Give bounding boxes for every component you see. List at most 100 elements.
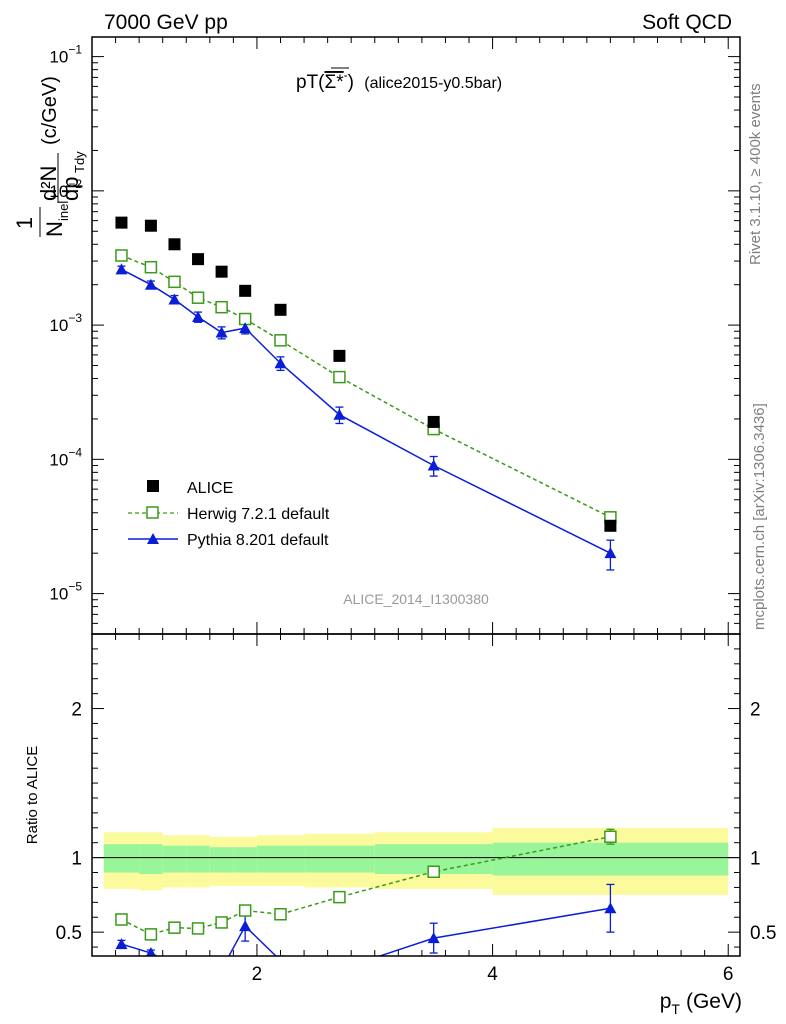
legend-marker-herwig [146,506,159,519]
ylabel-one: 1 [12,217,37,229]
pythia-point-main-9 [604,547,617,559]
herwig-point-ratio-4 [215,916,228,929]
ylabel-inel: inel [56,201,71,221]
ylabel-dn: d²N [36,166,61,201]
alice-point-0 [115,216,128,229]
axis-ticks [91,37,740,956]
plot-title: pT(Σ*-) (alice2015-y0.5bar) [296,68,502,93]
ratio-panel-frame [91,633,741,957]
band-inner-6 [256,845,305,873]
ylabel-n: N [42,221,67,237]
pythia-point-ratio-3 [192,963,204,974]
herwig-point-ratio-8 [427,865,440,879]
band-inner-5 [233,847,257,873]
pythia-point-main-6 [274,357,287,369]
pythia-point-ratio-5 [239,920,252,932]
pythia-point-ratio-0 [115,938,128,950]
herwig-point-ratio-9 [604,830,617,843]
pythia-point-ratio-8 [427,932,440,944]
legend: ALICE Herwig 7.2.1 default Pythia 8.201 … [128,480,330,549]
alice-point-1 [144,219,157,232]
band-inner-4 [209,847,234,873]
xlabel-unit: (GeV) [686,990,742,1013]
x-tick-label-2: 6 [723,964,734,985]
herwig-point-ratio-1 [144,928,158,941]
y-tick-label-ratio-left-1: 1 [71,849,82,870]
pythia-point-ratio-7 [333,963,345,974]
header-right: Soft QCD [642,11,732,34]
pythia-point-ratio-4 [216,963,228,974]
pythia-point-main-3 [192,310,205,322]
y-tick-label-top-1: 10−2 [49,177,82,201]
ratio-panel-series [115,828,617,974]
legend-marker-pythia [147,533,159,544]
ylabel-unit: (c/GeV) [39,76,61,145]
herwig-point-ratio-0 [115,913,128,926]
y-tick-label-top-0: 10−1 [49,43,82,67]
y-tick-label-top-4: 10−5 [49,580,82,604]
mcplots-reference-text: mcplots.cern.ch [arXiv:1306.3436] [751,403,768,630]
band-inner-1 [139,844,163,875]
alice-point-2 [168,238,181,251]
herwig-point-ratio-6 [274,908,287,921]
herwig-point-main-6 [274,334,287,347]
y-axis-label-top: 1 N inel d²N dp Tdy (c/GeV) [12,76,87,237]
legend-marker-alice [147,480,159,492]
pythia-point-ratio-1 [146,947,156,956]
header-left: 7000 GeV pp [104,11,228,34]
ylabel-tdy: Tdy [72,151,87,173]
x-tick-label-0: 2 [252,964,263,985]
y-tick-label-ratio-right-0: 0.5 [750,923,776,944]
y-tick-label-ratio-right-2: 2 [750,700,761,721]
y-tick-label-ratio-left-0: 0.5 [56,923,82,944]
axis-tick-labels: 10−1 10−2 10−3 10−4 10−5 0.5 0.5 1 1 2 2 2 4 6 [49,43,776,985]
pythia-point-main-5 [239,322,252,334]
legend-label-herwig: Herwig 7.2.1 default [187,506,330,523]
analysis-watermark: ALICE_2014_I1300380 [343,591,489,607]
plot-title-particle: Σ* [325,72,345,93]
herwig-point-main-4 [215,300,228,314]
pythia-point-main-2 [168,293,181,305]
herwig-point-ratio-2 [168,921,181,934]
pythia-point-main-8 [427,459,440,471]
herwig-point-ratio-5 [238,904,252,917]
y-tick-label-ratio-right-1: 1 [750,849,761,870]
herwig-line-ratio [121,836,611,936]
y-tick-label-top-2: 10−3 [49,311,82,335]
band-inner-0 [103,844,140,873]
legend-label-pythia: Pythia 8.201 default [187,532,329,549]
herwig-point-main-0 [115,249,128,262]
pythia-point-ratio-2 [168,959,180,970]
x-tick-label-1: 4 [487,964,498,985]
plot-title-sup: - [344,68,348,82]
band-inner-7 [304,845,375,873]
main-panel-series [115,216,617,571]
x-axis-label: pT (GeV) [660,990,742,1017]
herwig-point-main-3 [191,291,205,304]
pythia-point-ratio-9 [604,902,617,914]
plot-title-close: ) [348,72,354,93]
pythia-line-ratio [121,907,611,956]
band-inner-2 [162,845,187,873]
alice-point-9 [604,519,617,532]
pythia-line-main [121,268,611,554]
alice-point-7 [333,349,346,362]
herwig-point-main-7 [333,370,346,384]
herwig-point-main-1 [144,260,158,274]
legend-label-alice: ALICE [187,480,233,497]
alice-point-4 [215,265,228,278]
herwig-point-ratio-3 [191,922,205,935]
y-axis-label-ratio: Ratio to ALICE [24,746,41,844]
y-tick-label-ratio-left-2: 2 [71,700,82,721]
rivet-version-text: Rivet 3.1.10, ≥ 400k events [747,83,764,265]
plot-title-main: pT( [296,72,325,93]
ylabel-dpt: dp [58,177,83,201]
xlabel-main: p [660,990,672,1013]
plot-title-tag: (alice2015-y0.5bar) [364,75,502,92]
alice-point-6 [274,303,287,316]
band-inner-3 [186,845,210,873]
herwig-point-main-2 [168,275,181,289]
alice-point-8 [427,415,440,428]
pythia-point-main-7 [333,408,346,420]
herwig-point-ratio-7 [333,890,346,904]
